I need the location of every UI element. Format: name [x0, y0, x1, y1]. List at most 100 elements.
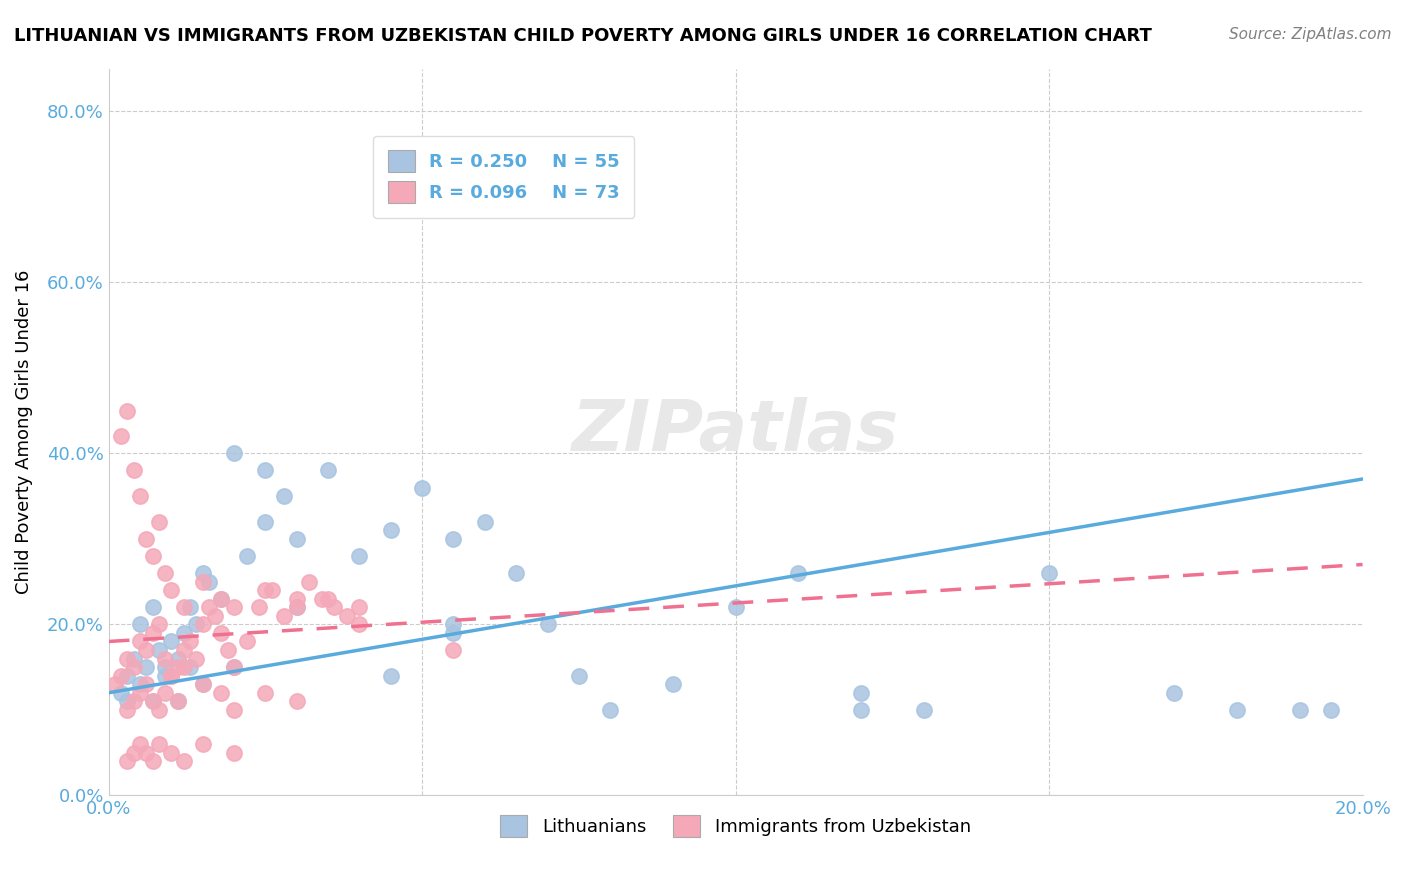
Point	[285, 532, 308, 546]
Point	[141, 754, 163, 768]
Point	[235, 634, 257, 648]
Point	[260, 583, 283, 598]
Point	[153, 566, 176, 580]
Point	[474, 515, 496, 529]
Point	[662, 677, 685, 691]
Point	[198, 600, 221, 615]
Point	[117, 403, 139, 417]
Point	[153, 660, 176, 674]
Point	[191, 574, 214, 589]
Point	[122, 660, 145, 674]
Point	[129, 617, 152, 632]
Point	[179, 600, 201, 615]
Point	[173, 660, 195, 674]
Point	[173, 600, 195, 615]
Point	[505, 566, 527, 580]
Point	[204, 608, 226, 623]
Point	[536, 617, 558, 632]
Point	[104, 677, 127, 691]
Point	[191, 737, 214, 751]
Point	[1226, 703, 1249, 717]
Point	[153, 651, 176, 665]
Point	[1289, 703, 1312, 717]
Point	[141, 600, 163, 615]
Point	[117, 754, 139, 768]
Point	[222, 746, 245, 760]
Point	[160, 634, 183, 648]
Point	[211, 686, 233, 700]
Point	[117, 694, 139, 708]
Point	[186, 651, 208, 665]
Point	[166, 660, 188, 674]
Point	[380, 668, 402, 682]
Point	[179, 634, 201, 648]
Point	[166, 694, 188, 708]
Point	[129, 634, 152, 648]
Point	[222, 446, 245, 460]
Point	[912, 703, 935, 717]
Point	[443, 617, 465, 632]
Point	[122, 694, 145, 708]
Point	[316, 591, 339, 606]
Point	[222, 660, 245, 674]
Point	[285, 591, 308, 606]
Point	[316, 463, 339, 477]
Point	[141, 549, 163, 563]
Point	[135, 643, 157, 657]
Point	[849, 703, 872, 717]
Point	[166, 651, 188, 665]
Point	[222, 600, 245, 615]
Point	[198, 574, 221, 589]
Point	[135, 660, 157, 674]
Point	[235, 549, 257, 563]
Point	[298, 574, 321, 589]
Point	[273, 608, 295, 623]
Point	[311, 591, 333, 606]
Point	[141, 694, 163, 708]
Point	[148, 515, 170, 529]
Point	[211, 591, 233, 606]
Point	[135, 746, 157, 760]
Point	[153, 686, 176, 700]
Point	[273, 489, 295, 503]
Point	[443, 643, 465, 657]
Point	[336, 608, 359, 623]
Point	[173, 626, 195, 640]
Point	[173, 643, 195, 657]
Point	[247, 600, 270, 615]
Text: ZIPatlas: ZIPatlas	[572, 398, 900, 467]
Point	[122, 463, 145, 477]
Y-axis label: Child Poverty Among Girls Under 16: Child Poverty Among Girls Under 16	[15, 269, 32, 594]
Point	[191, 677, 214, 691]
Point	[110, 668, 132, 682]
Point	[1163, 686, 1185, 700]
Point	[222, 660, 245, 674]
Point	[568, 668, 591, 682]
Point	[160, 668, 183, 682]
Point	[148, 703, 170, 717]
Point	[122, 746, 145, 760]
Point	[179, 660, 201, 674]
Point	[724, 600, 747, 615]
Point	[191, 677, 214, 691]
Point	[217, 643, 239, 657]
Point	[443, 532, 465, 546]
Point	[323, 600, 346, 615]
Point	[129, 737, 152, 751]
Point	[173, 754, 195, 768]
Text: LITHUANIAN VS IMMIGRANTS FROM UZBEKISTAN CHILD POVERTY AMONG GIRLS UNDER 16 CORR: LITHUANIAN VS IMMIGRANTS FROM UZBEKISTAN…	[14, 27, 1152, 45]
Text: Source: ZipAtlas.com: Source: ZipAtlas.com	[1229, 27, 1392, 42]
Point	[110, 686, 132, 700]
Point	[222, 703, 245, 717]
Point	[254, 583, 277, 598]
Point	[349, 600, 371, 615]
Point	[141, 626, 163, 640]
Point	[129, 489, 152, 503]
Legend: Lithuanians, Immigrants from Uzbekistan: Lithuanians, Immigrants from Uzbekistan	[494, 808, 979, 845]
Point	[122, 651, 145, 665]
Point	[787, 566, 810, 580]
Point	[254, 515, 277, 529]
Point	[285, 600, 308, 615]
Point	[160, 583, 183, 598]
Point	[110, 429, 132, 443]
